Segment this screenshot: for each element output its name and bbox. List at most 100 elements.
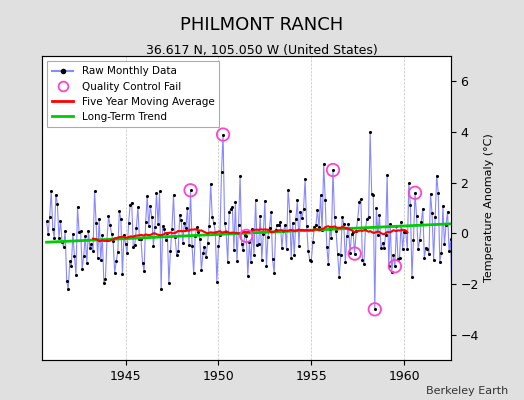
Point: [273, 222, 281, 228]
Point: [260, 197, 269, 204]
Point: [205, 222, 213, 229]
Point: [423, 246, 432, 252]
Point: [369, 192, 377, 198]
Point: [217, 168, 226, 175]
Point: [286, 207, 294, 214]
Point: [241, 232, 249, 238]
Point: [333, 251, 342, 257]
Point: [394, 256, 402, 262]
Point: [428, 210, 436, 216]
Point: [86, 245, 94, 251]
Point: [190, 270, 198, 277]
Point: [135, 236, 144, 242]
Point: [439, 203, 447, 209]
Point: [330, 214, 339, 220]
Point: [200, 244, 209, 250]
Point: [448, 314, 456, 320]
Point: [397, 219, 405, 226]
Point: [381, 232, 390, 238]
Y-axis label: Temperature Anomaly (°C): Temperature Anomaly (°C): [484, 134, 494, 282]
Point: [370, 306, 379, 312]
Point: [422, 245, 430, 251]
Point: [234, 222, 243, 229]
Point: [222, 228, 231, 235]
Point: [357, 196, 365, 202]
Point: [354, 216, 362, 222]
Point: [104, 213, 113, 220]
Point: [134, 204, 142, 210]
Point: [92, 220, 100, 226]
Point: [450, 277, 458, 283]
Point: [169, 192, 178, 198]
Point: [430, 257, 438, 263]
Point: [194, 228, 202, 235]
Point: [301, 176, 309, 182]
Point: [352, 228, 361, 235]
Point: [50, 235, 59, 241]
Point: [154, 221, 162, 227]
Point: [66, 258, 74, 265]
Point: [401, 228, 410, 235]
Point: [366, 129, 374, 135]
Point: [172, 252, 181, 258]
Point: [341, 259, 350, 266]
Point: [73, 204, 82, 210]
Point: [151, 224, 159, 230]
Point: [443, 208, 452, 215]
Point: [69, 230, 77, 237]
Point: [293, 197, 302, 204]
Point: [313, 207, 322, 214]
Point: [132, 224, 140, 231]
Point: [419, 206, 427, 212]
Point: [321, 197, 330, 203]
Point: [177, 217, 185, 224]
Point: [275, 222, 283, 228]
Point: [425, 250, 433, 257]
Text: PHILMONT RANCH: PHILMONT RANCH: [180, 16, 344, 34]
Point: [158, 223, 167, 230]
Point: [346, 250, 354, 257]
Point: [364, 214, 373, 220]
Point: [58, 239, 66, 245]
Point: [168, 226, 176, 232]
Point: [278, 245, 286, 251]
Point: [289, 220, 297, 226]
Point: [165, 280, 173, 286]
Point: [55, 235, 63, 241]
Point: [316, 192, 325, 198]
Point: [420, 254, 429, 261]
Point: [362, 225, 370, 231]
Point: [61, 228, 69, 234]
Point: [199, 250, 207, 256]
Point: [245, 239, 254, 246]
Point: [195, 236, 204, 242]
Point: [403, 246, 411, 253]
Point: [367, 190, 376, 197]
Point: [302, 223, 311, 229]
Point: [80, 253, 88, 259]
Point: [378, 240, 387, 246]
Point: [149, 242, 158, 249]
Point: [216, 232, 224, 238]
Point: [183, 204, 192, 211]
Point: [219, 131, 227, 138]
Point: [98, 232, 106, 238]
Point: [101, 276, 110, 282]
Point: [214, 243, 223, 249]
Point: [434, 190, 442, 196]
Point: [250, 252, 258, 258]
Point: [329, 167, 337, 173]
Point: [129, 244, 137, 250]
Point: [224, 259, 232, 266]
Point: [126, 202, 134, 208]
Point: [208, 213, 216, 220]
Point: [111, 270, 119, 276]
Point: [383, 172, 391, 178]
Point: [81, 233, 90, 239]
Point: [143, 193, 151, 200]
Point: [296, 209, 304, 215]
Point: [213, 278, 221, 285]
Point: [127, 200, 136, 206]
Point: [437, 250, 445, 256]
Point: [75, 229, 83, 236]
